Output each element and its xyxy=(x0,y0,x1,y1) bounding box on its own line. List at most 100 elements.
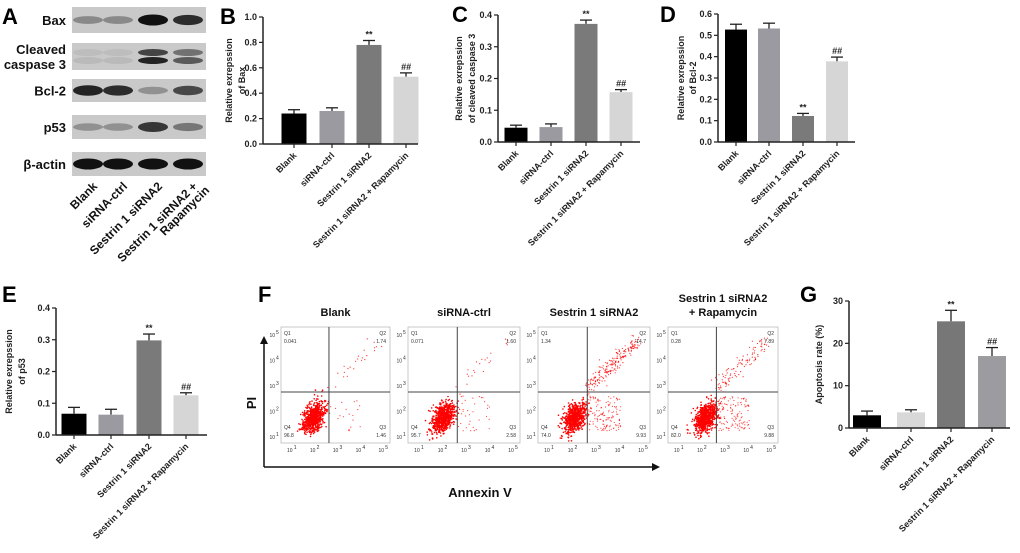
quadrant-name: Q3 xyxy=(767,425,774,431)
blot-band xyxy=(138,49,168,56)
y-axis-label: Apoptosis rate (%) xyxy=(814,325,824,405)
scatter-dot xyxy=(703,422,706,425)
quadrant-percent: 96.8 xyxy=(284,433,294,439)
scatter-dot xyxy=(321,419,323,421)
scatter-dot xyxy=(599,379,601,381)
y-tick-label: 0.2 xyxy=(244,114,257,124)
blot-band xyxy=(173,85,203,96)
scatter-dot xyxy=(571,426,574,429)
scatter-dot xyxy=(761,348,763,351)
scatter-dot xyxy=(569,431,572,434)
scatter-dot xyxy=(440,435,442,437)
scatter-dot xyxy=(563,421,566,423)
scatter-dot xyxy=(567,426,570,429)
scatter-dot xyxy=(757,355,759,357)
scatter-dot xyxy=(691,418,694,421)
y-tick-exponent: 4 xyxy=(533,356,536,362)
scatter-dot xyxy=(445,398,447,401)
scatter-dot xyxy=(569,424,572,427)
quadrant-percent: 14.7 xyxy=(636,339,646,345)
scatter-dot xyxy=(559,437,562,439)
scatter-dot xyxy=(725,374,727,376)
scatter-dot xyxy=(738,362,740,364)
scatter-dot xyxy=(592,396,594,398)
scatter-dot xyxy=(324,400,326,403)
x-tick-exponent: 1 xyxy=(294,445,297,451)
scatter-dot xyxy=(564,427,566,430)
scatter-dot xyxy=(610,360,612,362)
scatter-dot xyxy=(572,430,575,432)
scatter-dot xyxy=(738,420,740,422)
scatter-dot xyxy=(742,423,744,425)
y-tick-exponent: 5 xyxy=(276,330,279,336)
scatter-dot xyxy=(457,425,460,428)
scatter-dot xyxy=(711,401,713,403)
scatter-dot xyxy=(579,405,581,408)
scatter-dot xyxy=(754,350,756,352)
scatter-dot xyxy=(587,403,590,405)
scatter-dot xyxy=(707,421,709,424)
scatter-dot xyxy=(445,410,448,413)
scatter-dot xyxy=(757,354,759,356)
scatter-dot xyxy=(434,410,436,413)
scatter-dot xyxy=(697,432,700,434)
blot-band xyxy=(173,49,203,56)
scatter-dot xyxy=(695,429,697,431)
panel-letter-e: E xyxy=(2,282,17,307)
flow-plot-title: Blank xyxy=(321,307,352,319)
scatter-dot xyxy=(573,431,576,434)
scatter-dot xyxy=(614,362,616,364)
scatter-dot xyxy=(699,434,702,437)
scatter-dot xyxy=(686,424,688,426)
scatter-dot xyxy=(304,416,307,418)
scatter-dot xyxy=(745,364,747,366)
scatter-dot xyxy=(719,402,722,404)
scatter-dot xyxy=(593,389,595,391)
scatter-dot xyxy=(576,425,579,428)
blot-band xyxy=(73,85,103,96)
scatter-dot xyxy=(577,415,579,418)
scatter-dot xyxy=(445,402,447,404)
scatter-dot xyxy=(698,427,700,429)
bar xyxy=(393,76,419,144)
scatter-dot xyxy=(629,342,632,344)
scatter-dot xyxy=(732,397,734,399)
scatter-dot xyxy=(708,409,711,411)
scatter-dot xyxy=(426,431,429,433)
scatter-dot xyxy=(322,417,324,420)
scatter-dot xyxy=(438,409,441,411)
quadrant-name: Q4 xyxy=(284,425,291,431)
scatter-dot xyxy=(720,418,722,420)
scatter-dot xyxy=(741,358,744,360)
scatter-dot xyxy=(731,376,733,378)
scatter-dot xyxy=(742,397,744,400)
scatter-dot xyxy=(741,398,743,400)
scatter-dot xyxy=(310,403,312,406)
bar xyxy=(725,29,747,142)
scatter-dot xyxy=(748,427,750,429)
scatter-dot xyxy=(596,385,599,387)
scatter-dot xyxy=(721,403,723,405)
scatter-dot xyxy=(703,427,706,430)
scatter-dot xyxy=(602,411,605,413)
scatter-dot xyxy=(717,387,720,389)
arrow-right-icon xyxy=(652,463,660,471)
scatter-dot xyxy=(745,398,747,400)
scatter-dot xyxy=(432,419,434,422)
scatter-dot xyxy=(607,417,610,419)
scatter-dot xyxy=(596,417,598,419)
scatter-dot xyxy=(734,426,736,429)
blot-band xyxy=(173,14,203,26)
scatter-dot xyxy=(308,406,310,409)
scatter-dot xyxy=(312,423,315,426)
scatter-dot xyxy=(472,426,474,429)
scatter-dot xyxy=(599,400,601,402)
y-tick-label: 10 xyxy=(656,384,662,390)
scatter-dot xyxy=(314,422,316,424)
quadrant-name: Q3 xyxy=(509,425,516,431)
scatter-dot xyxy=(302,426,304,429)
scatter-dot xyxy=(629,352,631,354)
scatter-dot xyxy=(598,414,601,417)
